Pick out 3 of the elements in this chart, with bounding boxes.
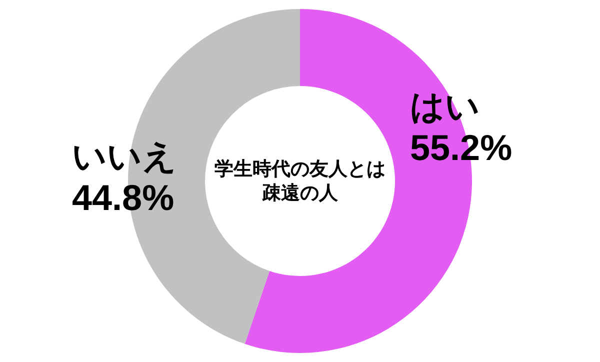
text: 学生時代の友人とは疎遠の人: [214, 158, 386, 204]
data-label: 44.8%: [72, 177, 174, 218]
slice-label: いいえ: [72, 138, 177, 176]
